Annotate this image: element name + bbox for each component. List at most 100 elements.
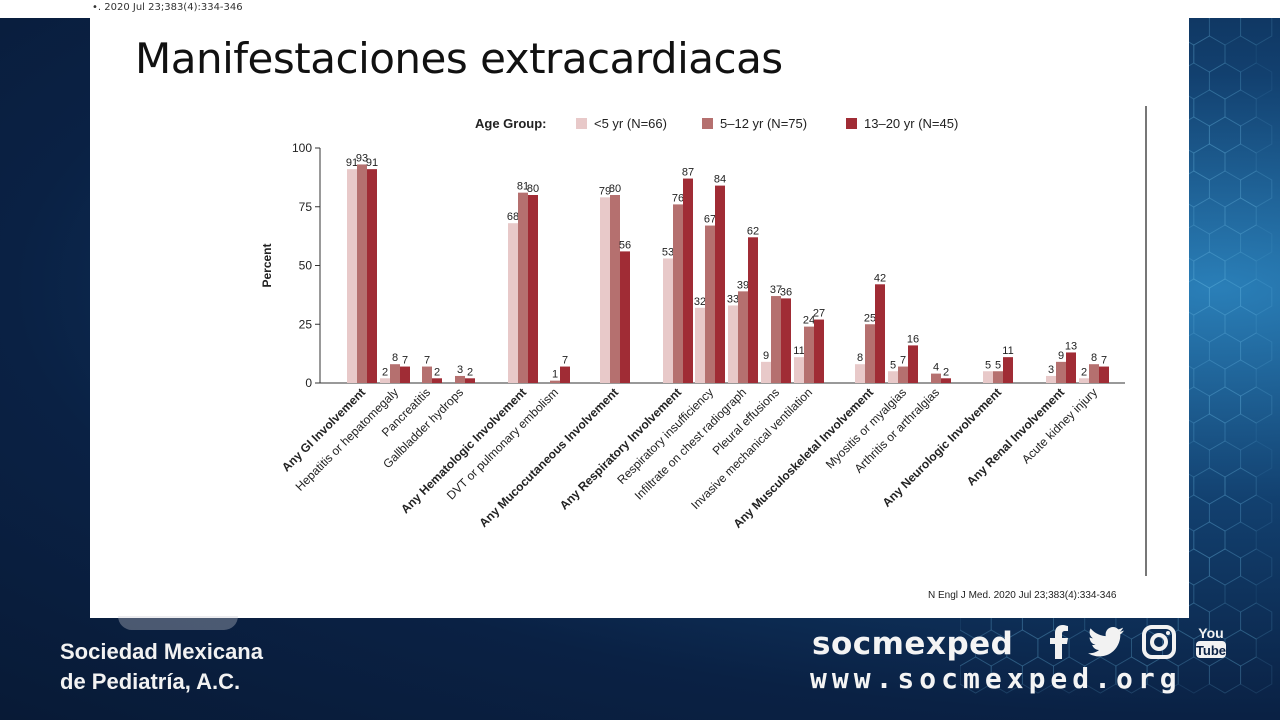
bar-value-label: 56	[619, 239, 631, 251]
hex-cell	[1225, 90, 1256, 126]
youtube-icon[interactable]: You Tube	[1194, 624, 1228, 660]
hex-cell	[1209, 495, 1240, 531]
bar-value-label: 68	[507, 211, 519, 223]
bar-value-label: 7	[562, 355, 568, 367]
bar-chart: 0255075100PercentAge Group: <5 yr (N=66) 5…	[90, 18, 1189, 618]
bar	[748, 237, 758, 383]
hex-cell	[1194, 306, 1225, 342]
website-url[interactable]: www.socmexped.org	[810, 662, 1182, 695]
hex-cell	[1241, 441, 1272, 477]
bar-value-label: 36	[780, 286, 792, 298]
bar	[908, 345, 918, 383]
bar-value-label: 84	[714, 174, 726, 186]
bar-value-label: 5	[890, 359, 896, 371]
y-tick-label: 0	[305, 376, 312, 390]
bar	[1079, 378, 1089, 383]
hex-cell	[1209, 225, 1240, 261]
bar-value-label: 9	[763, 350, 769, 362]
bar	[610, 195, 620, 383]
social-icons: You Tube	[1048, 624, 1228, 660]
bar-value-label: 39	[737, 279, 749, 291]
hex-cell	[1194, 36, 1225, 72]
bar-value-label: 3	[1048, 364, 1054, 376]
bar-value-label: 87	[682, 167, 694, 179]
bar-value-label: 67	[704, 214, 716, 226]
legend-swatch	[702, 118, 713, 129]
bar-value-label: 7	[402, 355, 408, 367]
category-label: Any Respiratory Involvement	[557, 385, 684, 512]
bar	[560, 367, 570, 383]
bar	[855, 364, 865, 383]
hex-cell	[1194, 198, 1225, 234]
hex-cell	[1225, 360, 1256, 396]
bar-value-label: 16	[907, 333, 919, 345]
bar-value-label: 62	[747, 225, 759, 237]
bar	[771, 296, 781, 383]
bar	[993, 371, 1003, 383]
top-citation: •. 2020 Jul 23;383(4):334-346	[92, 2, 243, 13]
organization-name: Sociedad Mexicana de Pediatría, A.C.	[60, 637, 263, 697]
hex-cell	[1225, 144, 1256, 180]
bar	[1089, 364, 1099, 383]
y-tick-label: 50	[299, 259, 313, 273]
bar	[794, 357, 804, 383]
bar	[705, 226, 715, 383]
hex-cell	[1209, 333, 1240, 369]
hex-cell	[1209, 171, 1240, 207]
hex-cell	[1225, 36, 1256, 72]
legend-label: <5 yr (N=66)	[594, 116, 667, 131]
hex-cell	[1194, 414, 1225, 450]
facebook-icon[interactable]	[1048, 625, 1070, 659]
bar	[781, 298, 791, 383]
bar	[683, 179, 693, 383]
bar-value-label: 2	[467, 366, 473, 378]
bar	[1046, 376, 1056, 383]
hex-cell	[1225, 468, 1256, 504]
y-axis-label: Percent	[260, 243, 274, 287]
bar-value-label: 2	[1081, 366, 1087, 378]
instagram-icon[interactable]	[1142, 625, 1176, 659]
bar	[663, 258, 673, 383]
bar-value-label: 27	[813, 308, 825, 320]
hex-cell	[1194, 360, 1225, 396]
hex-cell	[1241, 333, 1272, 369]
hex-cell	[1225, 522, 1256, 558]
bar	[931, 374, 941, 383]
bar	[695, 308, 705, 383]
hex-cell	[1241, 63, 1272, 99]
bar	[941, 378, 951, 383]
org-line-2: de Pediatría, A.C.	[60, 667, 263, 697]
hex-cell	[1241, 657, 1272, 693]
bar	[390, 364, 400, 383]
bar-value-label: 8	[392, 352, 398, 364]
category-label: Invasive mechanical ventilation	[688, 385, 815, 512]
hex-cell	[1241, 117, 1272, 153]
hex-cell	[1209, 549, 1240, 585]
bar-value-label: 2	[382, 366, 388, 378]
bar	[432, 378, 442, 383]
bar-value-label: 8	[857, 352, 863, 364]
bar-value-label: 3	[457, 364, 463, 376]
bar-value-label: 1	[552, 369, 558, 381]
society-seal	[118, 616, 238, 630]
twitter-icon[interactable]	[1088, 627, 1124, 657]
hex-cell	[1209, 63, 1240, 99]
bar	[814, 320, 824, 383]
legend-title: Age Group:	[475, 116, 547, 131]
bar-value-label: 2	[943, 366, 949, 378]
bar-value-label: 33	[727, 293, 739, 305]
hex-cell	[1209, 279, 1240, 315]
bar-value-label: 9	[1058, 350, 1064, 362]
bar	[620, 251, 630, 383]
legend-label: 13–20 yr (N=45)	[864, 116, 958, 131]
hex-cell	[1225, 576, 1256, 612]
bar	[898, 367, 908, 383]
youtube-icon-top: You	[1198, 625, 1223, 641]
bar	[455, 376, 465, 383]
bar-value-label: 7	[900, 355, 906, 367]
hex-cell	[1225, 252, 1256, 288]
bar	[761, 362, 771, 383]
slide: Manifestaciones extracardiacas 0 25 50 75 10…	[90, 18, 1189, 618]
bar-value-label: 11	[1002, 345, 1013, 357]
hex-cell	[1225, 414, 1256, 450]
